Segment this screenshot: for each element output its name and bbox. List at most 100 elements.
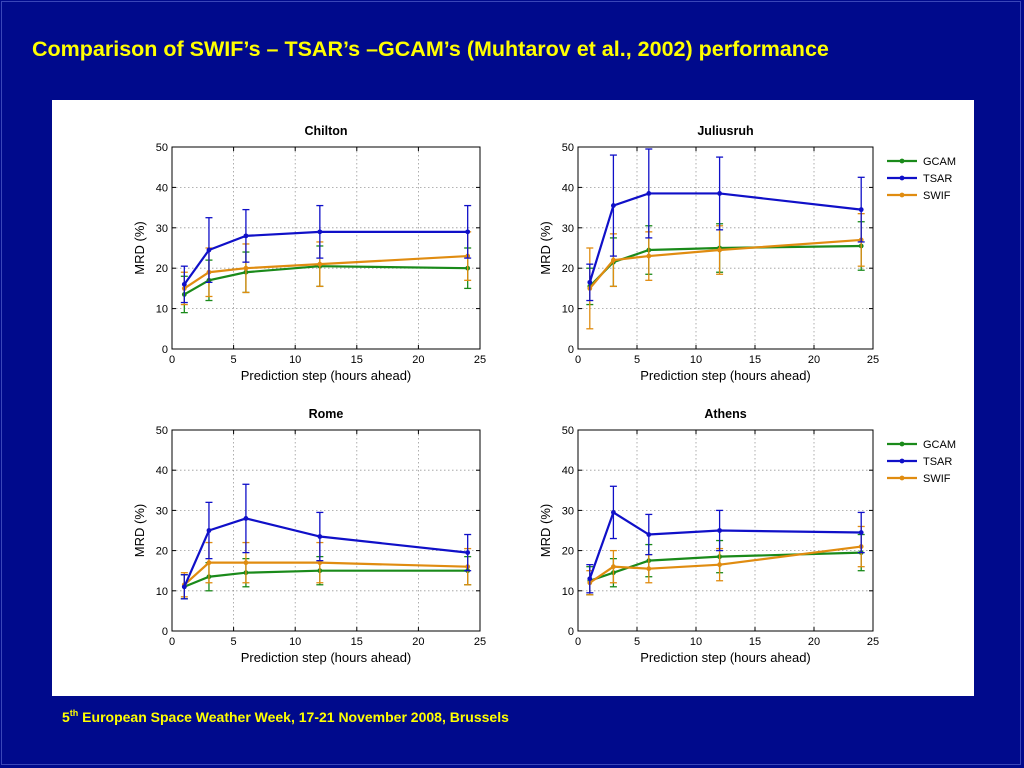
x-tick-label: 5: [231, 636, 237, 648]
y-tick-label: 40: [562, 182, 574, 194]
y-tick-label: 30: [156, 223, 168, 235]
legend-swatch-marker: [899, 475, 905, 481]
chart-title: Juliusruh: [697, 124, 753, 138]
data-point: [181, 281, 187, 287]
data-point: [317, 261, 323, 267]
data-point: [646, 253, 652, 259]
data-point: [611, 510, 616, 515]
y-tick-label: 10: [156, 304, 168, 316]
legend-label: GCAM: [923, 156, 956, 168]
x-tick-label: 15: [749, 636, 761, 648]
x-tick-label: 5: [231, 354, 237, 366]
series-tsar: [586, 485, 865, 594]
legend-label: TSAR: [923, 456, 952, 468]
y-tick-label: 30: [562, 223, 574, 235]
x-tick-label: 0: [169, 636, 175, 648]
legend: GCAM TSAR SWIF: [883, 434, 957, 486]
plot-area-frame: [577, 429, 874, 632]
x-axis-label: Prediction step (hours ahead): [241, 650, 412, 665]
data-point: [587, 279, 593, 285]
chart-title: Chilton: [304, 124, 347, 138]
y-tick-label: 50: [562, 425, 574, 437]
footer-number: 5: [62, 709, 70, 725]
y-tick-label: 20: [562, 263, 574, 275]
x-tick-label: 10: [690, 354, 702, 366]
data-point: [858, 207, 864, 213]
data-point: [611, 257, 616, 263]
x-tick-label: 0: [169, 354, 175, 366]
series-line: [183, 254, 468, 290]
data-point: [611, 203, 616, 208]
series-tsar: [180, 204, 472, 304]
data-point: [646, 566, 652, 572]
legend-label: GCAM: [923, 439, 956, 451]
x-tick-label: 25: [474, 354, 486, 366]
data-point: [206, 528, 212, 533]
data-point: [317, 229, 323, 235]
chart-title: Athens: [704, 407, 746, 421]
y-axis-label: MRD (%): [132, 221, 147, 274]
data-point: [717, 247, 722, 253]
series-tsar: [586, 148, 865, 302]
data-point: [243, 560, 249, 566]
x-tick-label: 5: [634, 354, 640, 366]
y-tick-label: 10: [562, 586, 574, 598]
series-gcam: [180, 245, 472, 314]
data-point: [181, 584, 187, 590]
x-tick-label: 25: [474, 636, 486, 648]
x-tick-label: 10: [690, 636, 702, 648]
x-tick-label: 20: [412, 354, 424, 366]
x-tick-label: 20: [808, 354, 820, 366]
y-tick-label: 0: [162, 344, 168, 356]
y-tick-label: 10: [562, 304, 574, 316]
x-tick-label: 0: [575, 636, 581, 648]
y-tick-label: 40: [156, 465, 168, 477]
series-tsar: [180, 483, 472, 600]
x-tick-label: 25: [867, 636, 879, 648]
y-tick-label: 50: [156, 142, 168, 154]
y-tick-label: 40: [562, 465, 574, 477]
y-tick-label: 50: [562, 142, 574, 154]
x-tick-label: 25: [867, 354, 879, 366]
x-tick-label: 20: [808, 636, 820, 648]
chart-panel-chilton: 0 5 10 15 20 25 0 10 20 30 40 50 Chilton Prediction s…: [132, 124, 486, 383]
chart-panel-athens: 0 5 10 15 20 25 0 10 20 30 40 50 Athens Prediction st…: [538, 407, 957, 665]
legend-label: SWIF: [923, 473, 951, 485]
data-point: [717, 562, 722, 568]
legend: GCAM TSAR SWIF: [883, 151, 957, 203]
data-point: [646, 532, 652, 537]
y-tick-label: 0: [568, 626, 574, 638]
y-tick-label: 10: [156, 586, 168, 598]
legend-label: SWIF: [923, 190, 951, 202]
data-point: [317, 534, 323, 539]
chart-panel-rome: 0 5 10 15 20 25 0 10 20 30 40 50 Rome Prediction step…: [132, 407, 486, 665]
plot-area-frame: [171, 146, 481, 350]
x-axis-label: Prediction step (hours ahead): [241, 368, 412, 383]
y-tick-label: 20: [156, 263, 168, 275]
y-axis-label: MRD (%): [538, 221, 553, 274]
data-point: [243, 516, 249, 521]
series-line: [183, 569, 468, 588]
y-axis-label: MRD (%): [538, 504, 553, 557]
data-point: [646, 191, 652, 196]
x-tick-label: 15: [351, 636, 363, 648]
data-point: [243, 265, 249, 271]
legend-label: TSAR: [923, 173, 952, 185]
x-tick-label: 10: [289, 354, 301, 366]
footer: 5th European Space Weather Week, 17-21 N…: [62, 708, 509, 725]
data-point: [243, 233, 249, 239]
series-line: [589, 545, 862, 584]
data-point: [858, 530, 864, 535]
series-swif: [586, 525, 865, 596]
series-line: [588, 192, 862, 283]
legend-swatch-marker: [899, 192, 905, 198]
series-gcam: [586, 221, 865, 306]
slide-title: Comparison of SWIF’s – TSAR’s –GCAM’s (M…: [32, 37, 829, 61]
y-tick-label: 40: [156, 182, 168, 194]
figure-panel: 0 5 10 15 20 25 0 10 20 30 40 50 Chilton Prediction s…: [52, 100, 974, 696]
data-point: [611, 564, 616, 570]
data-point: [717, 191, 722, 196]
y-tick-label: 30: [156, 505, 168, 517]
legend-swatch-marker: [899, 441, 905, 447]
plot-area-frame: [577, 146, 874, 350]
